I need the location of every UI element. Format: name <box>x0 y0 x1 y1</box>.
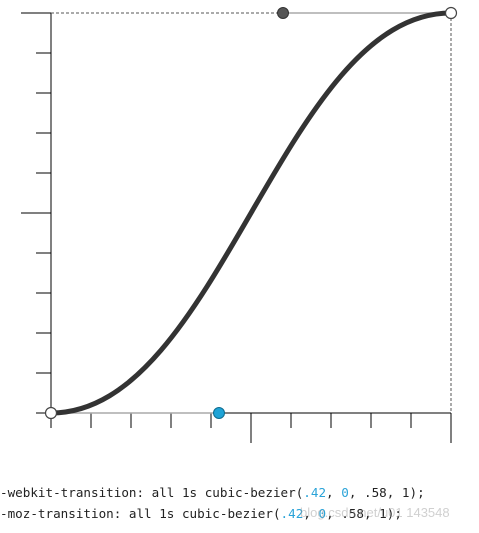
code-prefix: -moz-transition: all 1s cubic-bezier( <box>0 506 281 521</box>
code-p2x: .58 <box>341 506 364 521</box>
code-separator: , <box>326 485 342 500</box>
code-separator: , <box>303 506 319 521</box>
code-separator: , <box>326 506 342 521</box>
code-separator: , <box>348 485 364 500</box>
code-separator: , <box>386 485 402 500</box>
code-p2x: .58 <box>363 485 387 500</box>
code-separator: , <box>363 506 380 521</box>
bezier-graph <box>21 6 458 443</box>
code-p1x: .42 <box>280 506 304 521</box>
webkit-transition-code: -webkit-transition: all 1s cubic-bezier(… <box>0 485 425 500</box>
code-p1y: 0 <box>341 485 349 500</box>
code-suffix: ); <box>409 485 425 500</box>
y-axis-ticks <box>21 12 51 414</box>
start-point <box>44 406 58 420</box>
code-suffix: ); <box>386 506 402 521</box>
code-p2y: 1 <box>401 485 410 500</box>
moz-transition-code: -moz-transition: all 1s cubic-bezier(.42… <box>0 506 402 521</box>
code-p2y: 1 <box>379 506 387 521</box>
handle-p1[interactable] <box>213 407 225 419</box>
bezier-curve <box>48 10 454 416</box>
handle-p2[interactable] <box>277 7 289 19</box>
code-p1y: 0 <box>318 506 327 521</box>
code-p1x: .42 <box>303 485 327 500</box>
code-prefix: -webkit-transition: all 1s cubic-bezier( <box>0 485 304 500</box>
x-axis-ticks <box>50 413 452 443</box>
watermark: blog.csdn.net/u01 143548 <box>300 505 450 520</box>
end-point <box>444 6 458 20</box>
